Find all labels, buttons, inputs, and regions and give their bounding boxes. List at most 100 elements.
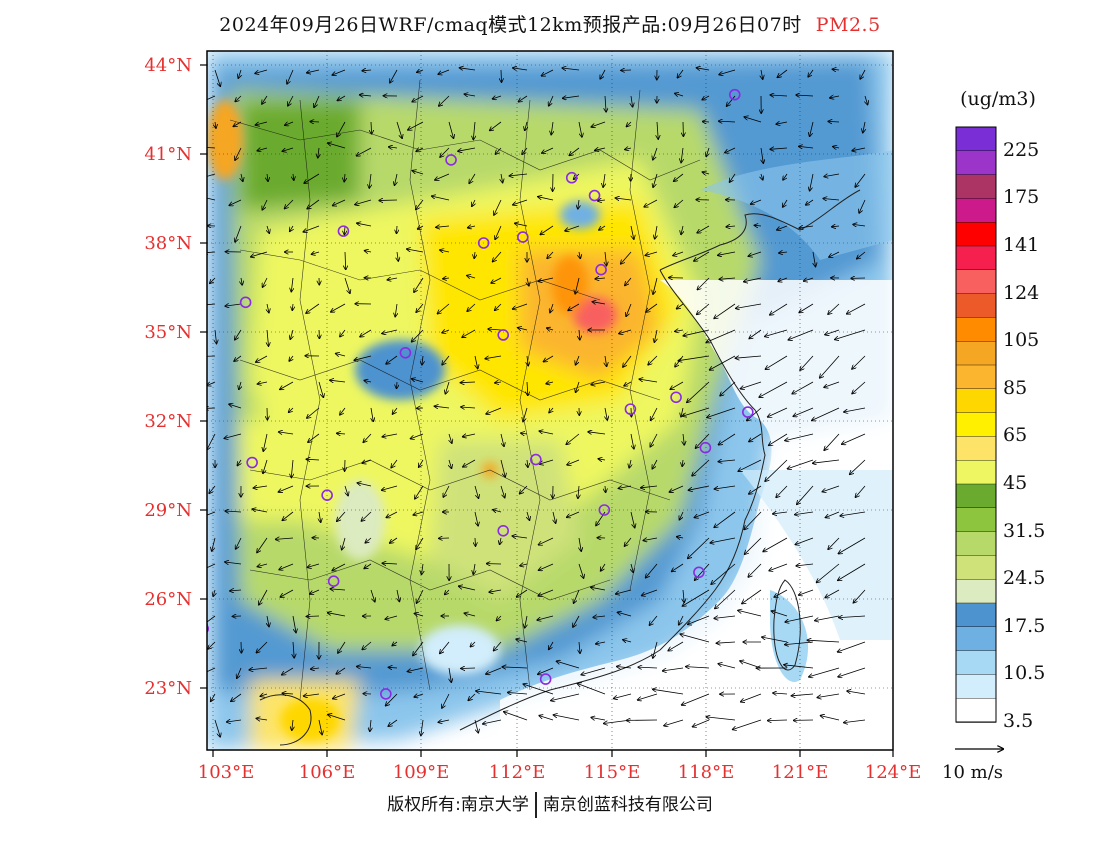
wind-arrow	[565, 225, 580, 231]
wind-arrow	[440, 641, 450, 653]
wind-arrow	[714, 511, 736, 527]
wind-arrow	[603, 173, 605, 187]
wind-arrow	[236, 537, 242, 549]
wind-arrow	[664, 719, 684, 726]
wind-arrow	[357, 147, 372, 156]
wind-arrow	[397, 589, 399, 602]
wind-arrow	[777, 69, 788, 77]
wind-arrow	[336, 354, 346, 357]
wind-arrow	[653, 641, 658, 658]
wind-arrow	[416, 303, 424, 312]
wind-arrow	[344, 225, 345, 235]
wind-arrow	[307, 199, 320, 209]
wind-arrow	[214, 719, 220, 737]
colorbar-segment	[955, 412, 997, 438]
lon-label: 103°E	[197, 762, 255, 783]
wind-arrow	[382, 563, 398, 564]
colorbar-segment	[955, 602, 997, 628]
wind-arrow	[442, 330, 450, 333]
wind-arrow	[745, 537, 762, 554]
colorbar-label: 175	[1003, 186, 1040, 209]
footer-right: 南京创蓝科技有限公司	[542, 795, 713, 815]
wind-arrow	[412, 379, 424, 383]
lat-label: 23°N	[144, 678, 192, 699]
wind-arrow	[287, 69, 294, 84]
wind-arrow	[600, 69, 606, 79]
wind-arrow	[386, 511, 398, 518]
wind-arrow	[761, 69, 763, 79]
wind-arrow	[473, 563, 475, 574]
wind-arrow	[694, 251, 710, 261]
wind-arrow	[285, 199, 294, 209]
wind-arrow	[512, 536, 528, 538]
wind-arrow	[267, 329, 269, 346]
wind-arrow	[605, 251, 607, 266]
wind-arrow	[449, 667, 451, 682]
wind-arrow	[382, 329, 398, 334]
wind-arrow	[726, 226, 736, 227]
wind-arrow	[328, 715, 346, 721]
city-marker	[595, 263, 607, 276]
wind-arrow	[838, 537, 866, 554]
wind-arrow	[475, 355, 478, 369]
wind-arrow	[643, 538, 658, 541]
wind-arrow	[799, 146, 814, 148]
wind-arrow	[474, 485, 479, 498]
wind-arrow	[727, 95, 736, 106]
wind-arrow	[566, 433, 580, 444]
wind-arrow	[476, 691, 502, 695]
wind-arrow	[863, 121, 865, 133]
wind-arrow	[260, 694, 268, 696]
wind-arrow	[523, 684, 554, 695]
colorbar-label: 17.5	[1003, 614, 1046, 637]
wind-arrow	[674, 173, 684, 181]
wind-arrow	[448, 121, 454, 138]
wind-arrow	[601, 563, 606, 571]
wind-arrow	[395, 173, 398, 185]
wind-arrow	[631, 95, 633, 107]
colorbar-label: 65	[1003, 424, 1028, 447]
wind-arrow	[598, 459, 606, 460]
wind-arrow	[256, 121, 268, 125]
wind-arrow	[337, 433, 346, 434]
wind-arrow	[292, 303, 293, 310]
wind-arrow	[847, 691, 866, 695]
wind-arrow	[830, 96, 840, 98]
wind-arrow	[354, 355, 372, 360]
wind-arrow	[470, 641, 476, 647]
wind-arrow	[362, 460, 372, 463]
wind-arrow	[682, 693, 710, 705]
wind-arrow	[292, 615, 296, 633]
wind-arrow	[393, 407, 398, 414]
wind-arrow	[588, 432, 606, 434]
wind-arrow	[436, 226, 450, 227]
wind-arrow	[719, 121, 736, 122]
wind-arrow	[520, 564, 528, 566]
wind-arrow	[799, 303, 814, 313]
wind-arrow	[208, 641, 216, 649]
wind-arrow	[598, 200, 606, 201]
city-marker	[207, 624, 210, 634]
wind-arrow	[718, 664, 736, 669]
wind-arrow	[486, 407, 502, 414]
wind-arrow	[292, 719, 293, 730]
wind-arrow	[783, 173, 788, 180]
wind-arrow	[621, 251, 632, 264]
wind-arrow	[207, 615, 216, 625]
wind-arrow	[551, 693, 580, 701]
wind-arrow	[474, 251, 475, 258]
wind-arrow	[330, 589, 346, 590]
wind-arrow	[413, 512, 424, 515]
colorbar-label: 10.5	[1003, 662, 1046, 685]
wind-arrow	[675, 93, 684, 96]
wind-arrow	[646, 303, 658, 312]
wind-arrow	[702, 95, 710, 100]
wind-arrow	[796, 564, 814, 566]
wind-arrow	[838, 641, 866, 652]
wind-arrow	[697, 303, 710, 314]
wind-arrow	[828, 121, 840, 122]
wind-arrow	[207, 667, 216, 674]
wind-arrow	[823, 199, 840, 201]
wind-arrow	[719, 69, 736, 75]
wind-arrow	[725, 147, 736, 153]
